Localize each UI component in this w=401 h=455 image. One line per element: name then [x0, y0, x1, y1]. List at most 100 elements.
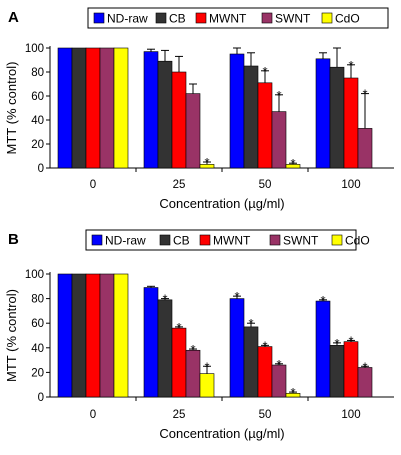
bar-cdo-25 — [199, 373, 215, 398]
y-tick-label: 40 — [31, 115, 44, 127]
y-tick-label: 40 — [31, 343, 44, 355]
significance-marker: * — [162, 292, 167, 307]
y-tick-label: 100 — [25, 43, 44, 55]
bar-swnt-50 — [271, 111, 287, 169]
bar-cb-25 — [157, 299, 173, 398]
y-axis-label: MTT (% control) — [4, 289, 19, 382]
legend-swatch-cdo — [331, 234, 343, 246]
legend-swatch-cb — [159, 234, 171, 246]
y-tick-label: 60 — [31, 318, 44, 330]
y-tick-label: 20 — [31, 139, 44, 151]
y-tick-label: 60 — [31, 91, 44, 103]
significance-marker: * — [362, 87, 367, 102]
legend-swatch-cdo — [321, 12, 333, 24]
significance-marker: * — [190, 342, 195, 357]
y-tick-label: 0 — [38, 163, 44, 175]
legend-box — [85, 229, 357, 251]
legend: ND-raw CB MWNT SWNT CdO — [87, 7, 389, 29]
bar-cb-100 — [329, 345, 345, 398]
legend-label-swnt: SWNT — [283, 234, 319, 248]
bar-swnt-0 — [99, 47, 115, 169]
chart-panel-b: B 0 20 40 60 80 100 MTT (% control) 0 25 * * * * 50 * * *… — [4, 229, 394, 441]
legend-label-mwnt: MWNT — [213, 234, 251, 248]
significance-marker: * — [204, 155, 209, 170]
legend-swatch-swnt — [269, 234, 281, 246]
legend-swatch-nd-raw — [93, 12, 105, 24]
y-tick-label: 0 — [38, 392, 44, 404]
legend-label-cdo: CdO — [345, 234, 370, 248]
significance-marker: * — [276, 357, 281, 372]
x-tick-label: 50 — [259, 409, 272, 421]
legend-swatch-swnt — [261, 12, 273, 24]
chart-panel-a: A 0 20 40 60 80 100 MTT (% control) 0 25 * 50 * * * 100… — [4, 7, 394, 211]
y-tick-label: 80 — [31, 67, 44, 79]
significance-marker: * — [176, 320, 181, 335]
bar-nd-raw-25 — [143, 287, 159, 398]
bar-nd-raw-50 — [229, 53, 245, 169]
legend-label-swnt: SWNT — [275, 12, 311, 26]
legend: ND-raw CB MWNT SWNT CdO — [85, 229, 370, 251]
bar-mwnt-50 — [257, 82, 273, 169]
y-tick-label: 100 — [25, 269, 44, 281]
significance-marker: * — [348, 58, 353, 73]
bar-cdo-0 — [113, 273, 129, 398]
significance-marker: * — [234, 289, 239, 304]
x-tick-label: 0 — [90, 409, 96, 421]
x-tick-label: 25 — [173, 409, 186, 421]
legend-label-mwnt: MWNT — [209, 12, 247, 26]
significance-marker: * — [262, 338, 267, 353]
legend-label-nd-raw: ND-raw — [107, 12, 148, 26]
significance-marker: * — [262, 64, 267, 79]
bar-cb-50 — [243, 326, 259, 398]
x-tick-label: 100 — [341, 409, 360, 421]
y-tick-label: 80 — [31, 294, 44, 306]
bar-cb-0 — [71, 273, 87, 398]
x-tick-label: 0 — [90, 179, 96, 191]
significance-marker: * — [348, 333, 353, 348]
panel-label: A — [8, 9, 19, 26]
significance-marker: * — [362, 359, 367, 374]
significance-marker: * — [248, 316, 253, 331]
bar-nd-raw-0 — [57, 47, 73, 169]
bar-mwnt-25 — [171, 71, 187, 169]
legend-label-nd-raw: ND-raw — [105, 234, 146, 248]
bar-nd-raw-25 — [143, 51, 159, 169]
bar-nd-raw-50 — [229, 298, 245, 398]
bar-mwnt-0 — [85, 47, 101, 169]
bar-cb-100 — [329, 66, 345, 169]
bar-mwnt-100 — [343, 77, 359, 169]
bar-swnt-25 — [185, 349, 201, 398]
legend-label-cb: CB — [169, 12, 186, 26]
bar-swnt-100 — [357, 128, 373, 169]
legend-label-cdo: CdO — [335, 12, 360, 26]
bar-cdo-0 — [113, 47, 129, 169]
x-axis-label: Concentration (µg/ml) — [159, 196, 284, 211]
bar-nd-raw-100 — [315, 300, 331, 398]
legend-swatch-mwnt — [195, 12, 207, 24]
bar-mwnt-50 — [257, 346, 273, 398]
bar-swnt-0 — [99, 273, 115, 398]
legend-swatch-cb — [155, 12, 167, 24]
bar-nd-raw-100 — [315, 58, 331, 169]
bar-cb-25 — [157, 60, 173, 169]
significance-marker: * — [276, 88, 281, 103]
x-tick-label: 100 — [341, 179, 360, 191]
panel-label: B — [8, 231, 19, 248]
x-axis-label: Concentration (µg/ml) — [159, 426, 284, 441]
y-axis-label: MTT (% control) — [4, 62, 19, 155]
legend-label-cb: CB — [173, 234, 190, 248]
bar-mwnt-100 — [343, 341, 359, 398]
bar-mwnt-25 — [171, 327, 187, 398]
bar-cb-0 — [71, 47, 87, 169]
bar-nd-raw-0 — [57, 273, 73, 398]
bar-cb-50 — [243, 65, 259, 169]
significance-marker: * — [204, 359, 209, 374]
significance-marker: * — [320, 293, 325, 308]
legend-swatch-mwnt — [199, 234, 211, 246]
x-tick-label: 25 — [173, 179, 186, 191]
significance-marker: * — [334, 336, 339, 351]
bar-mwnt-0 — [85, 273, 101, 398]
y-tick-label: 20 — [31, 367, 44, 379]
